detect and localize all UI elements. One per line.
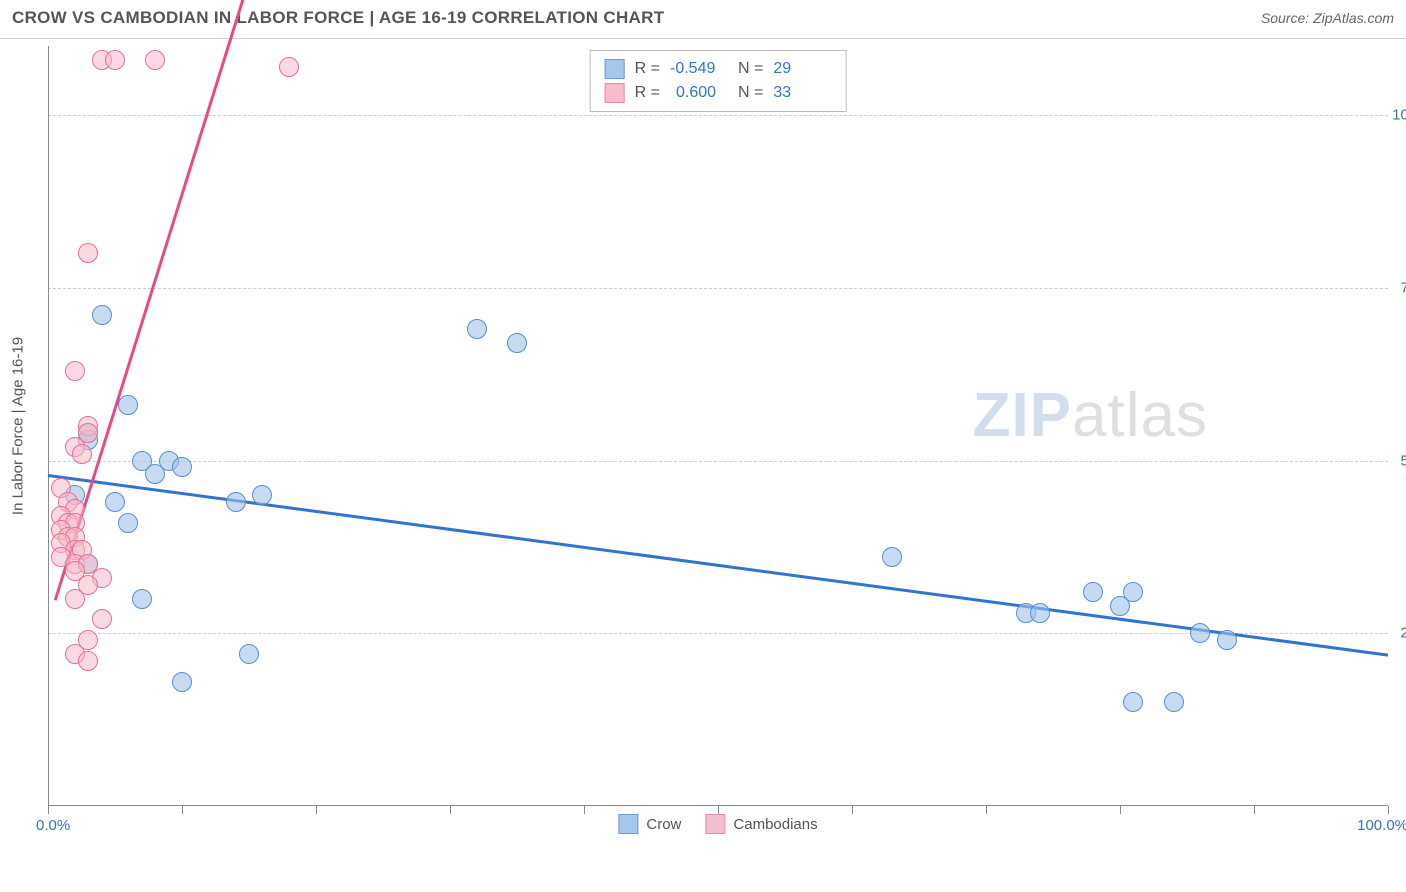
data-point-crow xyxy=(172,457,192,477)
data-point-cambodians xyxy=(105,50,125,70)
data-point-cambodians xyxy=(65,361,85,381)
x-tick xyxy=(48,806,49,814)
x-tick xyxy=(1120,806,1121,814)
data-point-crow xyxy=(1190,623,1210,643)
data-point-crow xyxy=(1030,603,1050,623)
data-point-crow xyxy=(105,492,125,512)
legend-label-cambodians: Cambodians xyxy=(733,816,817,833)
legend-row-crow: R = -0.549 N = 29 xyxy=(605,57,832,81)
x-tick xyxy=(1254,806,1255,814)
data-point-cambodians xyxy=(145,50,165,70)
swatch-icon xyxy=(605,83,625,103)
r-label: R = xyxy=(635,84,660,102)
y-tick-label: 100.0% xyxy=(1392,107,1406,124)
n-label: N = xyxy=(738,60,763,78)
x-tick-label-min: 0.0% xyxy=(36,817,70,834)
data-point-cambodians xyxy=(92,609,112,629)
data-point-crow xyxy=(226,492,246,512)
data-point-cambodians xyxy=(72,444,92,464)
y-tick-label: 75.0% xyxy=(1400,279,1406,296)
data-point-cambodians xyxy=(78,243,98,263)
legend-row-cambodians: R = 0.600 N = 33 xyxy=(605,81,832,105)
n-value-cambodians: 33 xyxy=(773,84,831,102)
legend-item-crow: Crow xyxy=(618,814,681,834)
n-label: N = xyxy=(738,84,763,102)
r-value-cambodians: 0.600 xyxy=(670,84,728,102)
r-value-crow: -0.549 xyxy=(670,60,728,78)
data-point-crow xyxy=(1164,692,1184,712)
legend-label-crow: Crow xyxy=(646,816,681,833)
r-label: R = xyxy=(635,60,660,78)
data-point-crow xyxy=(92,305,112,325)
data-point-crow xyxy=(145,464,165,484)
x-tick-label-max: 100.0% xyxy=(1357,817,1406,834)
y-axis-label: In Labor Force | Age 16-19 xyxy=(10,337,27,515)
chart-title: CROW VS CAMBODIAN IN LABOR FORCE | AGE 1… xyxy=(12,8,664,28)
data-point-cambodians xyxy=(65,589,85,609)
data-point-crow xyxy=(1083,582,1103,602)
data-point-crow xyxy=(1217,630,1237,650)
data-point-crow xyxy=(239,644,259,664)
data-point-cambodians xyxy=(78,651,98,671)
y-tick-label: 50.0% xyxy=(1400,452,1406,469)
n-value-crow: 29 xyxy=(773,60,831,78)
swatch-icon xyxy=(618,814,638,834)
swatch-icon xyxy=(705,814,725,834)
x-tick xyxy=(1388,806,1389,814)
series-legend: Crow Cambodians xyxy=(618,814,817,834)
x-tick xyxy=(316,806,317,814)
data-point-crow xyxy=(118,395,138,415)
data-point-crow xyxy=(172,672,192,692)
chart-area: In Labor Force | Age 16-19 ZIPatlas R = … xyxy=(48,46,1388,806)
data-point-crow xyxy=(1123,582,1143,602)
data-point-crow xyxy=(252,485,272,505)
trendline-crow xyxy=(48,474,1388,656)
x-tick xyxy=(718,806,719,814)
chart-header: CROW VS CAMBODIAN IN LABOR FORCE | AGE 1… xyxy=(0,0,1406,39)
data-point-cambodians xyxy=(279,57,299,77)
source-label: Source: ZipAtlas.com xyxy=(1261,10,1394,26)
data-point-crow xyxy=(467,319,487,339)
x-tick xyxy=(852,806,853,814)
data-point-crow xyxy=(132,589,152,609)
data-point-crow xyxy=(507,333,527,353)
x-tick xyxy=(584,806,585,814)
data-point-crow xyxy=(118,513,138,533)
y-tick-label: 25.0% xyxy=(1400,625,1406,642)
swatch-icon xyxy=(605,59,625,79)
x-tick xyxy=(182,806,183,814)
correlation-legend: R = -0.549 N = 29 R = 0.600 N = 33 xyxy=(590,50,847,112)
x-tick xyxy=(450,806,451,814)
data-point-crow xyxy=(882,547,902,567)
x-tick xyxy=(986,806,987,814)
legend-item-cambodians: Cambodians xyxy=(705,814,817,834)
data-point-crow xyxy=(1123,692,1143,712)
